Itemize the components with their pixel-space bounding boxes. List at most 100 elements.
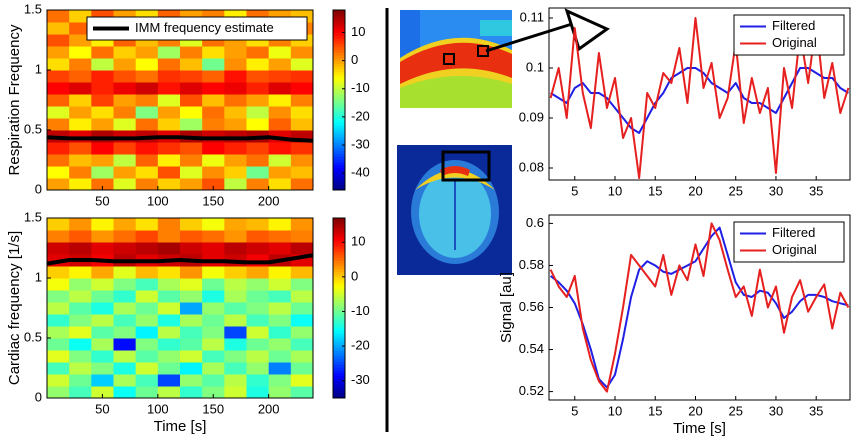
heatmap-cell <box>180 338 203 351</box>
brain-image <box>397 145 512 275</box>
heatmap-cell <box>157 94 181 107</box>
colorbar-swatch <box>333 389 345 393</box>
heatmap-cell <box>91 278 114 291</box>
heatmap-cell <box>180 46 203 59</box>
heatmap-cell <box>224 338 247 351</box>
heatmap-cell <box>113 154 137 167</box>
heatmap-cell <box>91 154 114 167</box>
heatmap-cell <box>69 230 92 243</box>
heatmap-cell <box>246 154 270 167</box>
heatmap-cell <box>91 230 114 243</box>
heatmap-cell <box>180 106 203 119</box>
x-tick-label: 10 <box>608 183 622 198</box>
x-tick-label: 5 <box>571 403 578 418</box>
y-tick-label: 0.11 <box>520 9 544 24</box>
heatmap-cell <box>224 302 247 315</box>
heatmap-cell <box>224 242 247 255</box>
y-tick-label: 0.08 <box>519 159 544 174</box>
heatmap-cell <box>91 178 114 191</box>
heatmap-cell <box>113 266 137 279</box>
x-tick-label: 15 <box>648 403 662 418</box>
heatmap-cell <box>246 218 270 231</box>
heatmap-cell <box>69 386 92 399</box>
heatmap-cell <box>290 118 314 131</box>
heatmap-cell <box>91 314 114 327</box>
heatmap-cell <box>290 178 314 191</box>
heatmap-cell <box>47 94 70 107</box>
heatmap-cell <box>69 278 92 291</box>
x-axis-label: Time [s] <box>673 420 726 437</box>
heatmap-cell <box>246 118 270 131</box>
colorbar-swatch <box>333 184 345 188</box>
legend-box <box>86 16 308 41</box>
heatmap-cell <box>290 314 314 327</box>
heatmap-cell <box>268 166 292 179</box>
heatmap-cell <box>47 278 70 291</box>
heatmap-cell <box>180 278 203 291</box>
colorbar-swatch <box>333 161 345 166</box>
colorbar-swatch <box>333 136 345 140</box>
x-tick-label: 5 <box>571 183 578 198</box>
colorbar-swatch <box>333 147 345 152</box>
heatmap-cell <box>157 266 181 279</box>
heatmap-cell <box>246 178 270 191</box>
colorbar-swatch <box>333 268 345 272</box>
heatmap-cell <box>180 314 203 327</box>
colorbar-swatch <box>333 341 345 346</box>
colorbar-swatch <box>333 229 345 233</box>
colorbar-swatch <box>333 97 345 101</box>
heatmap-cell <box>157 218 181 231</box>
heatmap-cell <box>91 218 114 231</box>
legend-label: Filtered <box>772 225 815 240</box>
heatmap-cell <box>202 142 225 155</box>
heatmap-cell <box>246 82 270 95</box>
heatmap-cell <box>135 290 159 303</box>
colorbar-swatch <box>333 130 345 135</box>
heatmap-cell <box>91 94 114 107</box>
colorbar-swatch <box>333 234 345 239</box>
colorbar-swatch <box>333 265 345 270</box>
colorbar-swatch <box>333 105 345 109</box>
heatmap-cell <box>69 46 92 59</box>
x-tick-label: 35 <box>809 403 823 418</box>
colorbar-swatch <box>333 122 345 126</box>
heatmap-cell <box>47 290 70 303</box>
colorbar-swatch <box>333 369 345 374</box>
y-tick-label: 0.58 <box>519 257 544 272</box>
heatmap-cell <box>47 386 70 399</box>
heatmap-cell <box>91 130 114 143</box>
heatmap-cell <box>113 142 137 155</box>
y-axis-label: Cardiac frequency [1/s] <box>6 231 23 385</box>
heatmap-cell <box>268 362 292 375</box>
heatmap-cell <box>268 218 292 231</box>
x-tick-label: 200 <box>258 401 280 416</box>
heatmap-cell <box>47 34 70 47</box>
colorbar-swatch <box>333 60 345 64</box>
colorbar-swatch <box>333 364 345 368</box>
y-tick-label: 1 <box>35 269 42 284</box>
colorbar-swatch <box>333 263 345 267</box>
heatmap-cell <box>180 230 203 243</box>
heatmap-cell <box>135 82 159 95</box>
heatmap-cell <box>224 142 247 155</box>
colorbar-swatch <box>333 246 345 250</box>
heatmap-cell <box>113 386 137 399</box>
colorbar-swatch <box>333 38 345 42</box>
colorbar-swatch <box>333 102 345 107</box>
colorbar-swatch <box>333 52 345 56</box>
heatmap-cell <box>202 178 225 191</box>
colorbar-swatch <box>333 381 345 385</box>
heatmap-cell <box>113 118 137 131</box>
heatmap-cell <box>91 338 114 351</box>
series-line <box>47 253 313 266</box>
heatmap-cell <box>47 166 70 179</box>
heatmap-cell <box>113 362 137 375</box>
heatmap-cell <box>246 58 270 71</box>
heatmap-cell <box>113 130 137 143</box>
heatmap-cell <box>202 278 225 291</box>
heatmap-cell <box>135 278 159 291</box>
heatmap-cell <box>69 314 92 327</box>
heatmap-cell <box>69 338 92 351</box>
heatmap-cell <box>69 154 92 167</box>
heatmap-cell <box>135 94 159 107</box>
